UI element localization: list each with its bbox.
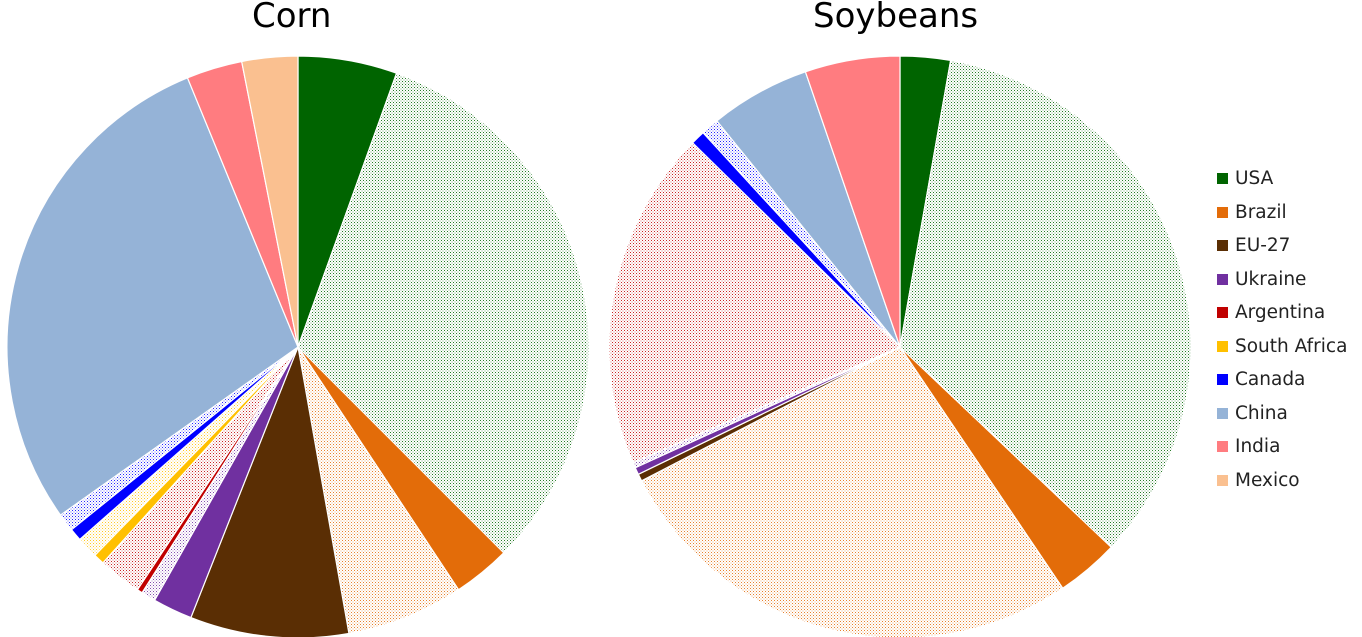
- legend-item-india: India: [1217, 430, 1347, 464]
- legend-item-argentina: Argentina: [1217, 296, 1347, 330]
- legend-label: Mexico: [1235, 469, 1300, 491]
- legend-swatch-china: [1217, 407, 1228, 419]
- legend-label: Argentina: [1235, 302, 1326, 324]
- legend-item-mexico: Mexico: [1217, 464, 1347, 498]
- legend-item-eu-27: EU-27: [1217, 229, 1347, 263]
- soybeans-slice-usa-hatched: [899, 59, 1192, 549]
- legend-swatch-eu-27: [1217, 240, 1228, 252]
- legend-item-brazil: Brazil: [1217, 196, 1347, 230]
- legend-item-canada: Canada: [1217, 363, 1347, 397]
- corn-slice-china-solid: [6, 77, 299, 516]
- soybeans-pie: [608, 55, 1192, 637]
- corn-pie: [6, 55, 590, 637]
- soybeans-slice-argentina-hatched: [608, 141, 902, 464]
- legend-swatch-ukraine: [1217, 273, 1228, 285]
- legend-swatch-mexico: [1217, 474, 1228, 486]
- corn-slice-usa-hatched: [297, 72, 590, 554]
- legend-item-south-africa: South Africa: [1217, 330, 1347, 364]
- soybeans-slice-india-solid: [804, 55, 901, 348]
- legend-item-usa: USA: [1217, 162, 1347, 196]
- legend: USA Brazil EU-27 Ukraine Argentina South Afri…: [1217, 162, 1347, 497]
- legend-swatch-argentina: [1217, 307, 1228, 319]
- legend-label: Brazil: [1235, 201, 1287, 223]
- corn-chart-title: Corn: [252, 0, 332, 36]
- corn-slice-brazil-hatched: [297, 346, 460, 635]
- legend-label: China: [1235, 402, 1288, 424]
- legend-label: South Africa: [1235, 335, 1348, 357]
- legend-label: Ukraine: [1235, 268, 1307, 290]
- legend-item-ukraine: Ukraine: [1217, 263, 1347, 297]
- legend-item-china: China: [1217, 397, 1347, 431]
- legend-swatch-india: [1217, 441, 1228, 453]
- legend-label: India: [1235, 436, 1281, 458]
- legend-label: USA: [1235, 168, 1274, 190]
- legend-label: EU-27: [1235, 235, 1291, 257]
- legend-swatch-brazil: [1217, 206, 1228, 218]
- legend-swatch-canada: [1217, 374, 1228, 386]
- corn-slice-mexico-solid: [240, 55, 299, 348]
- legend-swatch-usa: [1217, 173, 1228, 185]
- soybeans-chart-title: Soybeans: [813, 0, 979, 36]
- legend-swatch-south-africa: [1217, 340, 1228, 352]
- legend-label: Canada: [1235, 369, 1306, 391]
- soybeans-slice-brazil-hatched: [640, 346, 1064, 637]
